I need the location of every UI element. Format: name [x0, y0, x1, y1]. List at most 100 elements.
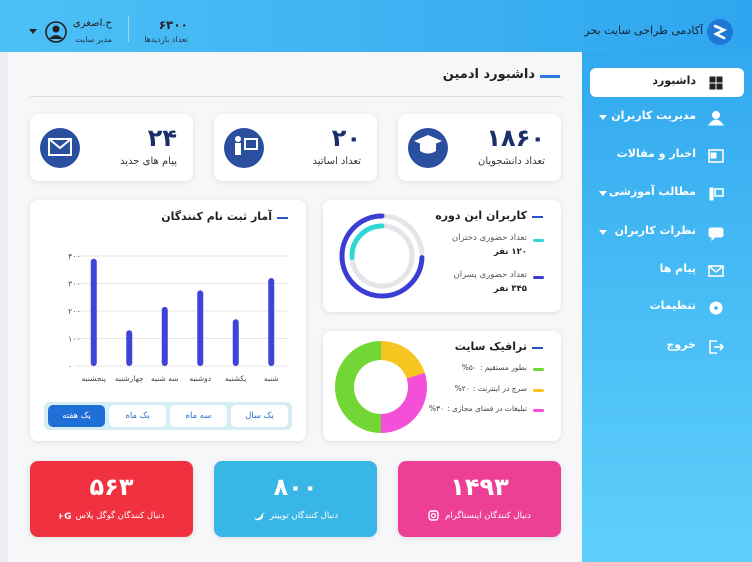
menu-label: خروج — [666, 338, 696, 351]
bar-card: ۰ ۱۰۰ ۲۰۰ ۳۰۰ ۴۰۰ شنبه یکشنبه دوشنبه سه شنبه چهار… — [30, 200, 306, 441]
value-label: ۱۲۰ نفر — [493, 247, 527, 257]
stat-label: تعداد دانشجویان — [478, 156, 545, 167]
menu-item[interactable]: پیام ها — [590, 256, 744, 285]
title-accent — [277, 217, 288, 219]
menu-icon — [708, 227, 724, 241]
header: آکادمی طراحی سایت بحر ۶۳۰۰ تعداد بازدیده… — [0, 0, 752, 52]
bar — [126, 330, 133, 366]
caret — [599, 115, 607, 120]
stat-value: ۲۰ — [331, 124, 361, 152]
caret — [599, 191, 607, 196]
menu-item[interactable]: مدیریت کاربران — [590, 103, 744, 132]
menu-item[interactable]: تنظیمات — [590, 293, 744, 322]
legend-swatch — [533, 368, 544, 371]
legend-swatch — [533, 388, 544, 392]
stat-label: تعداد اساتید — [312, 156, 361, 167]
legend-label: سرچ در اینترنت : — [472, 383, 527, 393]
menu-item[interactable]: داشبورد — [590, 68, 744, 97]
range-button[interactable]: سه ماه — [170, 405, 227, 427]
chart-title: ترافیک سایت — [454, 340, 527, 353]
menu-label: پیام ها — [659, 262, 696, 275]
range-buttons: یک سال سه ماه یک ماه یک هفته — [44, 402, 292, 430]
stat-icon — [40, 128, 80, 168]
social-icon: G+ — [56, 512, 71, 522]
legend-entry: تبلیغات در فضای مجازی :۳۰% — [429, 404, 527, 413]
user-name: ح.اصغری — [72, 18, 112, 29]
social-value: ۸۰۰ — [273, 473, 318, 501]
stat-card: ۱۸۶۰ تعداد دانشجویان — [398, 114, 561, 181]
range-button[interactable]: یک ماه — [109, 405, 166, 427]
title-divider — [30, 96, 562, 97]
menu-label: تنظیمات — [649, 299, 696, 312]
submenu-caret — [599, 191, 607, 196]
pie-chart — [335, 341, 427, 433]
social-card: ۵۶۳ دنبال کنندگان گوگل پلاس G+ — [30, 461, 193, 537]
menu-icon — [708, 111, 724, 126]
stat-value: ۲۴ — [147, 124, 177, 152]
pie-slice — [381, 341, 425, 379]
social-label-text: دنبال کنندگان اینستاگرام — [445, 511, 531, 521]
submenu-caret — [599, 115, 607, 120]
y-tick-label: ۳۰۰ — [68, 280, 81, 289]
social-value: ۵۶۳ — [89, 473, 134, 501]
menu-label: اخبار و مقالات — [616, 147, 696, 160]
pie-card: ترافیک سایت بطور مستقیم :۵۰% سرچ در اینتر… — [323, 331, 561, 441]
visits-count: ۶۳۰۰ — [158, 18, 188, 32]
social-value: ۱۴۹۳ — [450, 473, 509, 501]
social-label: دنبال کنندگان اینستاگرام — [398, 510, 561, 521]
menu-label: داشبورد — [652, 74, 696, 87]
legend-label: تعداد حضوری پسران — [453, 270, 528, 280]
ring-arc — [339, 213, 425, 299]
legend-entry: بطور مستقیم :۵۰% — [462, 363, 527, 372]
value-label: ۳۰% — [428, 404, 445, 413]
bar — [232, 319, 239, 366]
x-tick-label: پنجشنبه — [82, 374, 106, 383]
chart-title: کاربران این دوره — [435, 209, 527, 222]
user-avatar[interactable] — [26, 20, 70, 44]
stat-icon — [224, 128, 264, 168]
menu-item[interactable]: مطالب آموزشی — [590, 179, 744, 208]
range-button[interactable]: یک هفته — [48, 405, 105, 427]
legend-entry: سرچ در اینترنت :۲۰% — [455, 384, 527, 393]
bar — [161, 306, 168, 366]
menu-item[interactable]: خروج — [590, 332, 744, 361]
brand-name: آکادمی طراحی سایت بحر — [584, 24, 703, 37]
user-role: مدیر سایت — [75, 35, 112, 44]
menu-icon — [709, 76, 723, 90]
x-tick-label: یکشنبه — [225, 374, 246, 383]
legend-swatch — [533, 239, 544, 242]
x-tick-label: سه شنبه — [151, 374, 179, 383]
stat-card: ۲۰ تعداد اساتید — [214, 114, 377, 181]
visits-label: تعداد بازدیدها — [144, 35, 188, 44]
social-label-text: دنبال کنندگان توییتر — [269, 511, 339, 521]
menu-item[interactable]: نظرات کاربران — [590, 218, 744, 247]
submenu-caret — [599, 230, 607, 235]
menu-icon — [709, 340, 724, 354]
legend-swatch — [533, 409, 544, 412]
donut-card: کاربران این دوره تعداد حضوری دختران ۱۲۰ ن… — [323, 200, 561, 312]
bar — [268, 278, 275, 366]
social-card: ۸۰۰ دنبال کنندگان توییتر — [214, 461, 377, 537]
menu-icon — [709, 301, 723, 315]
y-tick-label: ۴۰۰ — [68, 252, 81, 261]
y-tick-label: ۲۰۰ — [68, 307, 81, 316]
y-tick-label: ۰ — [68, 362, 72, 371]
stat-label: پیام های جدید — [119, 156, 177, 167]
value-label: ۳۴۵ نفر — [493, 284, 527, 294]
menu-item[interactable]: اخبار و مقالات — [590, 141, 744, 170]
pie-slice — [381, 372, 427, 433]
range-button[interactable]: یک سال — [231, 405, 288, 427]
menu-label: مطالب آموزشی — [608, 185, 696, 198]
y-tick-label: ۱۰۰ — [68, 335, 81, 344]
value-label: ۵۰% — [461, 363, 477, 372]
value-label: ۲۰% — [454, 383, 470, 393]
stat-icon — [408, 128, 448, 168]
legend-swatch — [533, 276, 544, 279]
brand-logo — [707, 19, 733, 45]
bar — [197, 290, 204, 366]
social-icon — [253, 512, 265, 521]
bar-chart: ۰ ۱۰۰ ۲۰۰ ۳۰۰ ۴۰۰ شنبه یکشنبه دوشنبه سه شنبه چهار… — [68, 252, 289, 383]
bar — [90, 258, 97, 366]
social-card: ۱۴۹۳ دنبال کنندگان اینستاگرام — [398, 461, 561, 537]
